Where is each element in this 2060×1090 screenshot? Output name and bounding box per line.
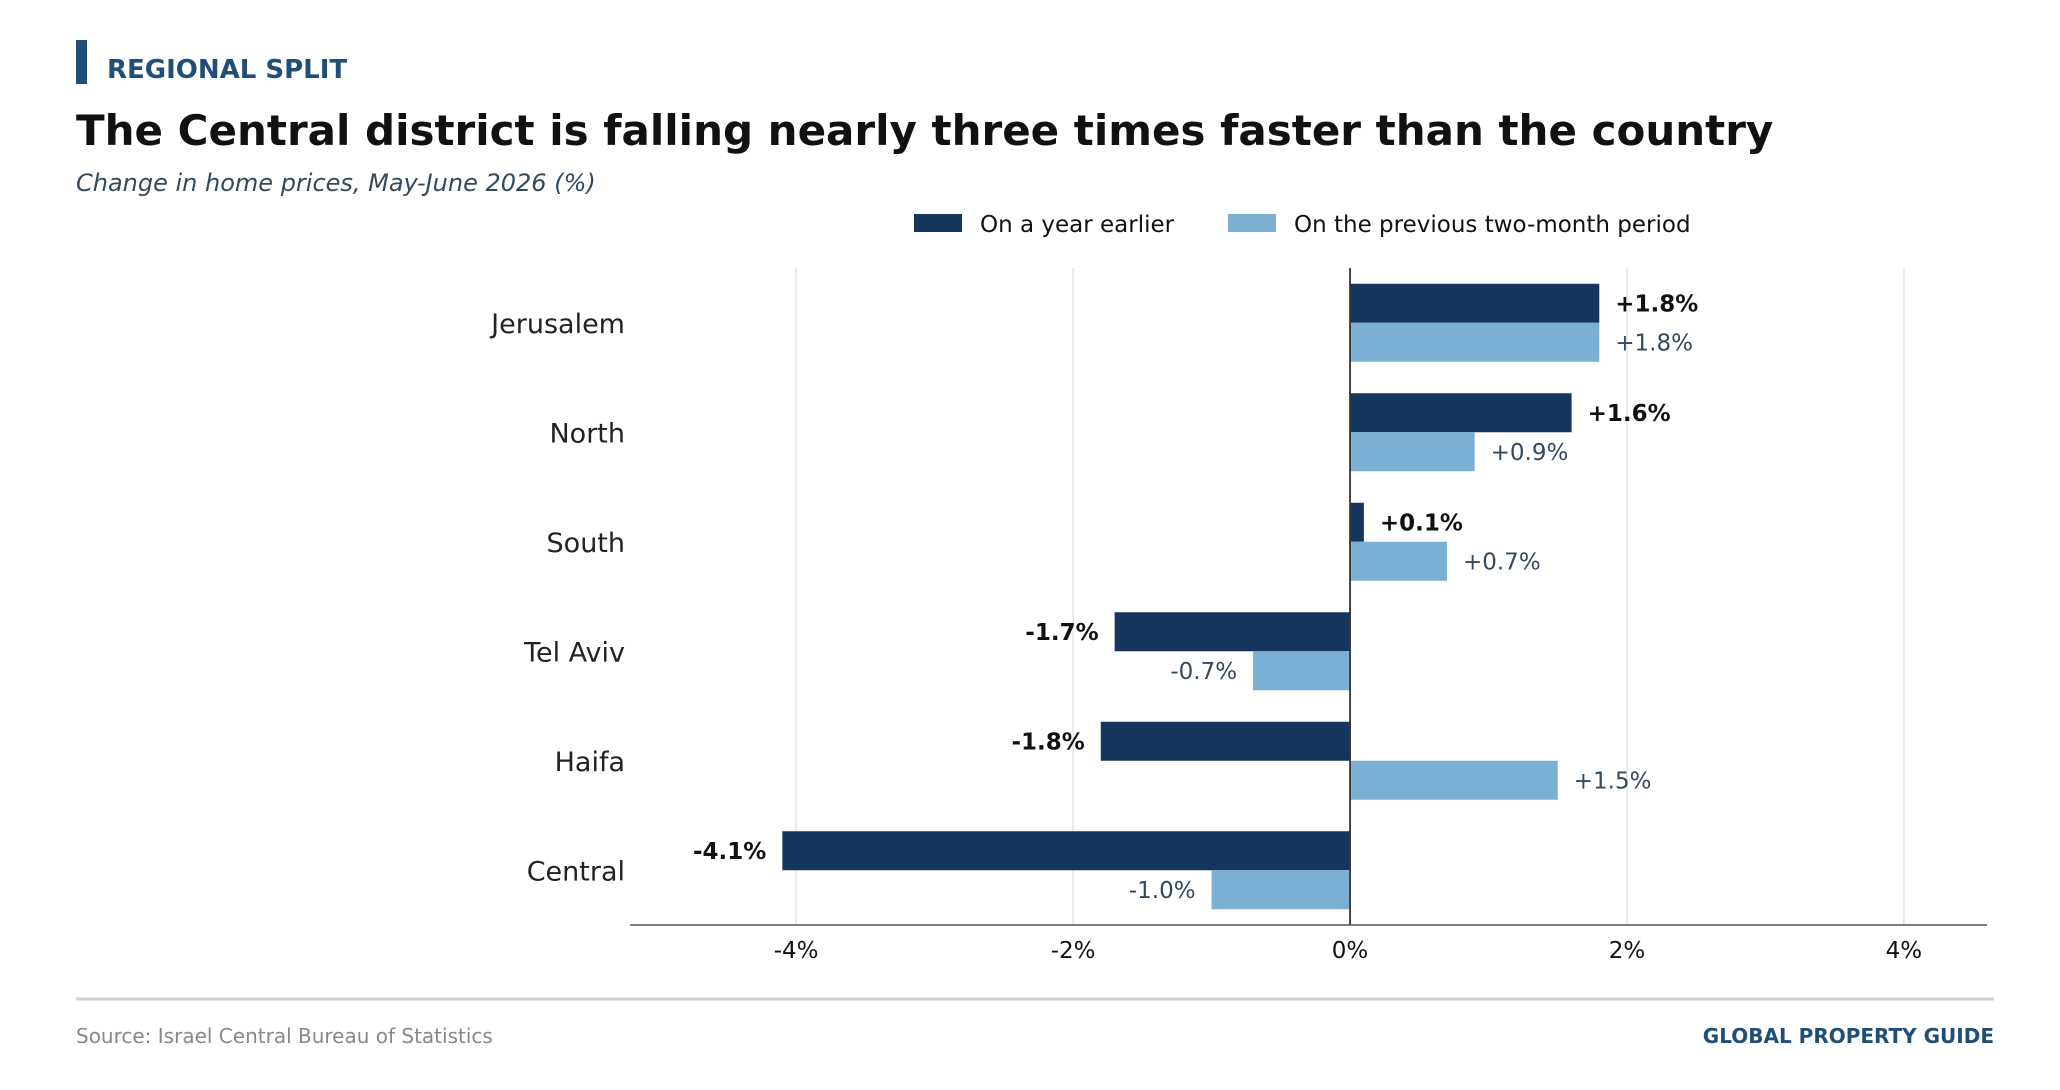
legend-swatch-year-earlier bbox=[914, 214, 962, 232]
bar-south-two-month bbox=[1350, 541, 1447, 581]
value-label-jerusalem-two-month: +1.8% bbox=[1615, 330, 1693, 356]
x-tick-label--2: -2% bbox=[1051, 938, 1096, 964]
bar-jerusalem-year-earlier bbox=[1350, 283, 1600, 323]
category-label-north: North bbox=[549, 418, 625, 449]
data-labels: +1.8% +1.8% +1.6% +0.9% +0.1%+0.7% -1.7% -0.7%… bbox=[693, 291, 1698, 904]
bar-jerusalem-two-month bbox=[1350, 322, 1600, 362]
bars bbox=[782, 283, 1600, 910]
category-label-jerusalem: Jerusalem bbox=[489, 309, 625, 340]
legend-swatch-two-month bbox=[1228, 214, 1276, 232]
legend-label-year-earlier: On a year earlier bbox=[980, 212, 1175, 238]
category-label-central: Central bbox=[527, 856, 625, 887]
value-label-north-two-month: +0.9% bbox=[1491, 440, 1569, 466]
legend: On a year earlier On the previous two-mo… bbox=[914, 212, 1691, 238]
x-tick-label-2: 2% bbox=[1609, 938, 1646, 964]
value-label-haifa-two-month: +1.5% bbox=[1574, 768, 1652, 794]
x-tick-labels: -4% -2% 0% 2% 4% bbox=[774, 938, 1922, 964]
source-note: Source: Israel Central Bureau of Statist… bbox=[76, 1024, 493, 1048]
legend-label-two-month: On the previous two-month period bbox=[1294, 212, 1691, 238]
bar-north-two-month bbox=[1350, 432, 1475, 472]
category-label-haifa: Haifa bbox=[555, 747, 625, 778]
value-label-tel-aviv-year-earlier: -1.7% bbox=[1025, 620, 1098, 646]
value-label-haifa-year-earlier: -1.8% bbox=[1011, 729, 1084, 755]
value-label-tel-aviv-two-month: -0.7% bbox=[1170, 659, 1237, 685]
gridlines bbox=[795, 268, 1905, 925]
bar-north-year-earlier bbox=[1350, 393, 1572, 433]
category-labels: Jerusalem North South Tel Aviv Haifa Central bbox=[489, 309, 625, 888]
bar-haifa-year-earlier bbox=[1100, 721, 1351, 761]
kicker-label: REGIONAL SPLIT bbox=[107, 55, 347, 85]
value-label-south-year-earlier: +0.1% bbox=[1380, 510, 1463, 536]
bar-south-year-earlier bbox=[1350, 502, 1364, 542]
bar-central-year-earlier bbox=[782, 831, 1351, 871]
bar-tel-aviv-year-earlier bbox=[1114, 612, 1351, 652]
bar-tel-aviv-two-month bbox=[1253, 651, 1351, 691]
chart-subtitle: Change in home prices, May-June 2026 (%) bbox=[76, 169, 596, 197]
chart-title: The Central district is falling nearly t… bbox=[76, 106, 1773, 155]
axes bbox=[630, 268, 1987, 926]
value-label-central-year-earlier: -4.1% bbox=[693, 839, 766, 865]
x-tick-label-0: 0% bbox=[1332, 938, 1369, 964]
brand-label: GLOBAL PROPERTY GUIDE bbox=[1703, 1024, 1994, 1048]
kicker-accent-bar bbox=[76, 40, 87, 84]
category-label-tel-aviv: Tel Aviv bbox=[523, 637, 625, 668]
bar-haifa-two-month bbox=[1350, 760, 1558, 800]
value-label-central-two-month: -1.0% bbox=[1129, 878, 1196, 904]
value-label-north-year-earlier: +1.6% bbox=[1588, 401, 1671, 427]
x-tick-label-4: 4% bbox=[1886, 938, 1923, 964]
bar-central-two-month bbox=[1211, 870, 1351, 910]
value-label-south-two-month: +0.7% bbox=[1463, 549, 1541, 575]
category-label-south: South bbox=[547, 528, 625, 559]
x-tick-label--4: -4% bbox=[774, 938, 819, 964]
value-label-jerusalem-year-earlier: +1.8% bbox=[1615, 291, 1698, 317]
